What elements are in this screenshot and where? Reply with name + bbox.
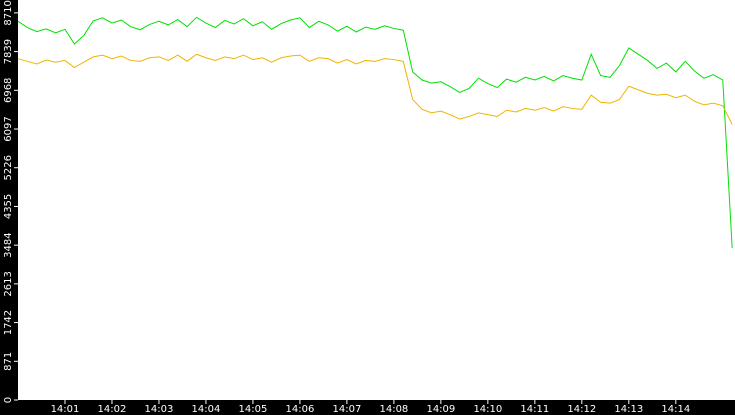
x-tick-label: 14:06 <box>285 404 314 415</box>
y-tick-label: 7839 <box>3 39 14 64</box>
y-tick-label: 8710 <box>3 0 14 25</box>
y-tick-label: 6097 <box>3 116 14 141</box>
x-tick-label: 14:12 <box>567 404 596 415</box>
x-tick-label: 14:01 <box>51 404 80 415</box>
x-tick-label: 14:02 <box>98 404 127 415</box>
y-tick-label: 3484 <box>3 232 14 257</box>
y-tick-label: 1742 <box>3 310 14 335</box>
x-tick-label: 14:07 <box>332 404 361 415</box>
y-tick-label: 871 <box>3 352 14 371</box>
x-tick-label: 14:13 <box>614 404 643 415</box>
y-tick-label: 5226 <box>3 155 14 180</box>
x-tick-label: 14:09 <box>426 404 455 415</box>
x-tick-label: 14:10 <box>473 404 502 415</box>
x-tick-label: 14:03 <box>145 404 174 415</box>
y-tick-label: 6968 <box>3 78 14 103</box>
series-line <box>17 16 733 249</box>
x-tick-label: 14:11 <box>520 404 549 415</box>
series-line <box>17 53 733 125</box>
y-tick-label: 0 <box>3 397 14 403</box>
x-tick-label: 14:04 <box>192 404 221 415</box>
x-tick-label: 14:14 <box>661 404 690 415</box>
plot-area <box>18 0 735 400</box>
x-tick-label: 14:05 <box>239 404 268 415</box>
y-tick-label: 4355 <box>3 194 14 219</box>
x-tick-label: 14:08 <box>379 404 408 415</box>
y-tick-label: 2613 <box>3 271 14 296</box>
